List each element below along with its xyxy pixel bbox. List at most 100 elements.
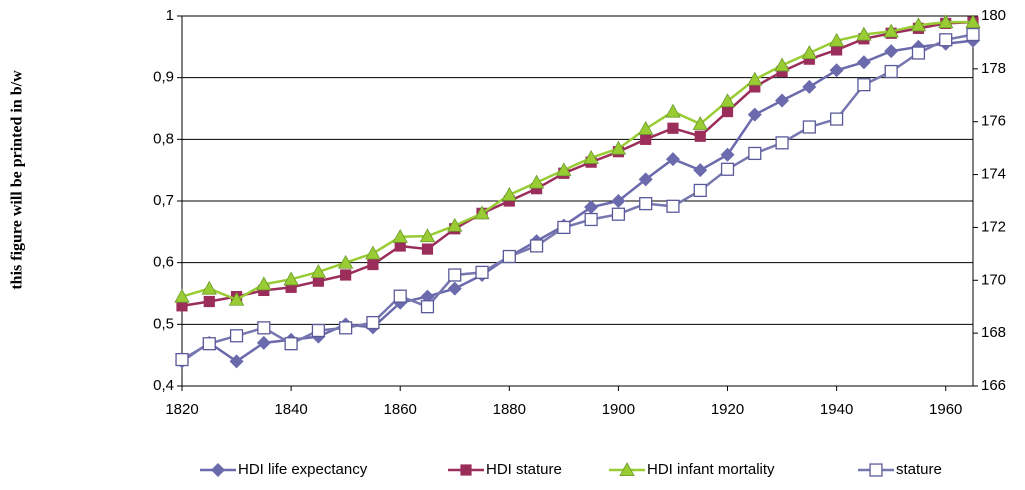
marker xyxy=(447,281,462,296)
y2-tick-label: 168 xyxy=(981,324,1006,341)
marker xyxy=(229,354,244,369)
marker xyxy=(611,207,626,221)
marker xyxy=(830,112,844,126)
marker xyxy=(939,33,953,47)
x-tick-label: 1960 xyxy=(929,401,962,418)
marker xyxy=(693,163,708,178)
y-tick-label: 0,5 xyxy=(153,315,174,332)
y2-tick-label: 180 xyxy=(981,7,1006,24)
marker xyxy=(421,243,434,255)
marker xyxy=(503,195,515,207)
marker xyxy=(420,300,435,314)
marker xyxy=(910,17,927,32)
marker xyxy=(911,46,926,60)
marker xyxy=(665,152,680,167)
marker xyxy=(667,122,679,134)
marker xyxy=(774,57,790,72)
marker xyxy=(584,212,598,227)
marker xyxy=(857,78,871,92)
marker xyxy=(803,53,815,65)
marker xyxy=(257,321,271,335)
marker xyxy=(639,197,653,211)
marker xyxy=(966,27,980,42)
marker xyxy=(583,150,599,164)
marker xyxy=(256,335,271,350)
legend-label: HDI life expectancy xyxy=(238,461,368,478)
marker xyxy=(557,220,571,235)
marker xyxy=(460,464,472,476)
x-tick-label: 1880 xyxy=(493,401,526,418)
marker xyxy=(556,162,572,177)
marker xyxy=(638,121,654,135)
y2-tick-label: 170 xyxy=(981,271,1006,288)
legend-label: stature xyxy=(896,461,942,478)
marker xyxy=(367,258,379,271)
marker xyxy=(748,146,762,161)
marker xyxy=(719,93,736,108)
marker xyxy=(884,44,899,59)
marker xyxy=(392,228,408,243)
y2-tick-label: 174 xyxy=(981,166,1006,183)
marker xyxy=(283,271,299,286)
marker xyxy=(393,289,407,303)
marker xyxy=(340,269,352,281)
marker xyxy=(693,183,707,198)
marker xyxy=(747,107,762,122)
marker xyxy=(203,295,215,308)
y2-tick-label: 176 xyxy=(981,113,1006,130)
marker xyxy=(694,130,706,142)
marker xyxy=(640,133,652,145)
marker xyxy=(310,264,327,278)
marker xyxy=(884,64,898,79)
x-tick-label: 1940 xyxy=(820,401,853,418)
y2-tick-label: 178 xyxy=(981,60,1006,77)
marker xyxy=(256,276,272,291)
x-tick-label: 1820 xyxy=(165,401,198,418)
marker xyxy=(258,284,270,297)
marker xyxy=(394,240,406,252)
x-tick-label: 1900 xyxy=(602,401,635,418)
marker xyxy=(285,281,297,293)
marker xyxy=(419,228,436,243)
marker xyxy=(856,26,872,41)
marker xyxy=(665,103,681,118)
marker xyxy=(528,174,545,189)
marker xyxy=(747,71,763,86)
x-tick-label: 1920 xyxy=(711,401,744,418)
marker xyxy=(965,14,981,29)
marker xyxy=(775,136,789,150)
marker xyxy=(339,321,353,335)
marker xyxy=(202,337,216,351)
marker xyxy=(802,120,816,134)
marker xyxy=(475,265,489,279)
marker xyxy=(312,275,324,287)
marker xyxy=(829,63,844,78)
marker xyxy=(176,300,188,312)
marker xyxy=(938,14,954,29)
y-tick-label: 1 xyxy=(166,7,174,24)
marker xyxy=(610,140,627,155)
marker xyxy=(720,147,735,162)
marker xyxy=(831,44,843,56)
marker xyxy=(749,81,761,93)
x-tick-label: 1860 xyxy=(384,401,417,418)
marker xyxy=(869,463,883,477)
side-note: this figure will be printed in b/w xyxy=(9,70,26,290)
marker xyxy=(584,200,599,215)
marker xyxy=(337,254,354,269)
marker xyxy=(529,239,544,253)
marker xyxy=(448,268,462,282)
marker xyxy=(284,337,298,351)
marker xyxy=(721,105,734,118)
marker xyxy=(365,245,381,260)
marker xyxy=(530,183,543,195)
marker xyxy=(638,172,653,187)
marker xyxy=(201,280,217,295)
y-tick-label: 0,7 xyxy=(153,192,174,209)
marker xyxy=(666,199,680,213)
marker xyxy=(883,23,899,38)
marker xyxy=(229,329,244,343)
marker xyxy=(856,55,871,70)
y-tick-label: 0,9 xyxy=(153,69,174,86)
